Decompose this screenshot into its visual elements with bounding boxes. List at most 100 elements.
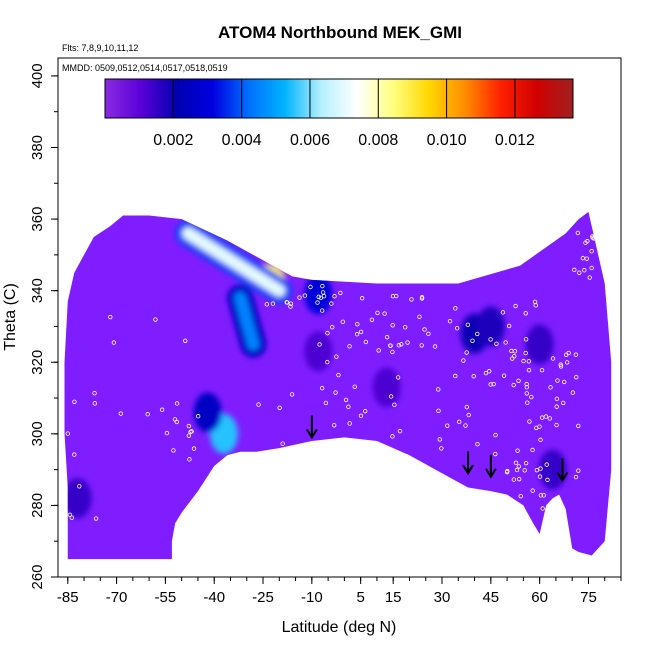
- observation-point: [463, 423, 468, 428]
- observation-point: [187, 457, 192, 462]
- observation-point: [509, 348, 514, 354]
- x-tick-label: 5: [356, 589, 364, 606]
- observation-point: [339, 451, 344, 456]
- observation-point: [118, 411, 124, 416]
- y-tick-label: 380: [29, 135, 46, 160]
- observation-point: [583, 240, 588, 245]
- observation-point: [323, 400, 329, 406]
- observation-point: [93, 516, 99, 521]
- observation-point: [405, 340, 410, 345]
- observation-point: [264, 302, 270, 307]
- observation-point: [558, 364, 564, 369]
- observation-point: [315, 300, 320, 305]
- observation-point: [343, 397, 349, 403]
- y-axis: 260 280 300 320 340 360 380 400: [29, 63, 58, 590]
- observation-point: [396, 343, 402, 348]
- observation-point: [544, 462, 549, 467]
- observation-point: [523, 460, 529, 466]
- observation-point: [483, 370, 489, 376]
- observation-point: [564, 360, 570, 365]
- observation-point: [538, 437, 543, 443]
- observation-point: [461, 358, 466, 363]
- observation-point: [65, 431, 71, 436]
- observation-point: [289, 392, 295, 397]
- observation-point: [358, 413, 364, 419]
- observation-point: [92, 401, 97, 406]
- observation-point: [288, 304, 293, 309]
- observation-point: [437, 437, 442, 442]
- observation-point: [390, 323, 395, 328]
- plot-frame: [57, 57, 622, 578]
- observation-point: [573, 352, 579, 357]
- field-blob: [193, 392, 222, 433]
- observation-point: [319, 308, 325, 313]
- observation-point: [532, 299, 538, 305]
- observation-point: [317, 342, 322, 347]
- observation-point: [529, 394, 534, 400]
- observation-point: [554, 396, 560, 402]
- arrow-head: [462, 464, 474, 476]
- observation-point: [332, 294, 337, 299]
- observation-point: [486, 369, 492, 374]
- observation-point: [318, 295, 324, 301]
- observation-point: [355, 321, 360, 327]
- observation-point: [308, 284, 313, 290]
- observation-point: [340, 319, 346, 325]
- observation-point: [390, 294, 396, 299]
- observation-point: [514, 467, 520, 473]
- observation-point: [470, 338, 475, 343]
- observation-point: [439, 446, 444, 451]
- x-tick-label: -85: [57, 589, 79, 606]
- observation-point: [352, 384, 357, 390]
- field-blob: [64, 478, 92, 519]
- observation-point: [511, 382, 516, 388]
- plot-clip-group: [64, 211, 612, 560]
- observation-point: [436, 387, 441, 392]
- x-tick-label: -10: [301, 589, 323, 606]
- observation-point: [108, 314, 113, 320]
- observation-point: [334, 354, 339, 359]
- observation-point: [555, 378, 560, 383]
- observation-point: [409, 297, 414, 302]
- observation-point: [432, 344, 438, 349]
- observation-point: [527, 419, 532, 424]
- observation-point: [573, 474, 579, 480]
- colorbar-tick-label: 0.010: [427, 132, 467, 149]
- observation-point: [488, 337, 493, 342]
- observation-point: [465, 322, 471, 327]
- observation-point: [186, 433, 192, 438]
- observation-point: [566, 350, 571, 356]
- observation-point: [392, 402, 397, 408]
- field-blob: [372, 367, 401, 408]
- observation-point: [541, 493, 546, 498]
- observation-point: [111, 340, 117, 345]
- observation-point: [524, 381, 529, 387]
- observation-point: [570, 390, 576, 395]
- observation-point: [280, 441, 285, 446]
- observation-point: [335, 448, 340, 453]
- observation-point: [321, 453, 326, 459]
- observation-point: [419, 295, 425, 300]
- observation-point: [445, 423, 450, 428]
- colorbar-tick-label: 0.012: [495, 132, 535, 149]
- x-tick-label: 60: [531, 589, 548, 606]
- observation-point: [77, 484, 82, 489]
- x-tick-label: 30: [434, 589, 451, 606]
- field-features: [64, 220, 567, 519]
- observation-point: [548, 385, 553, 390]
- observation-point: [171, 448, 176, 453]
- observation-points: [65, 230, 596, 521]
- colorbar-tick-label: 0.006: [290, 132, 330, 149]
- observation-point: [174, 401, 180, 406]
- observation-point: [576, 423, 581, 429]
- observation-point: [256, 402, 261, 407]
- observation-point: [530, 488, 535, 493]
- observation-point: [388, 394, 394, 399]
- observation-point: [402, 325, 408, 330]
- observation-point: [540, 506, 545, 511]
- observation-point: [589, 249, 594, 254]
- observation-point: [471, 374, 476, 379]
- y-tick-label: 320: [29, 350, 46, 375]
- observation-point: [572, 267, 577, 273]
- data-field: [64, 211, 612, 560]
